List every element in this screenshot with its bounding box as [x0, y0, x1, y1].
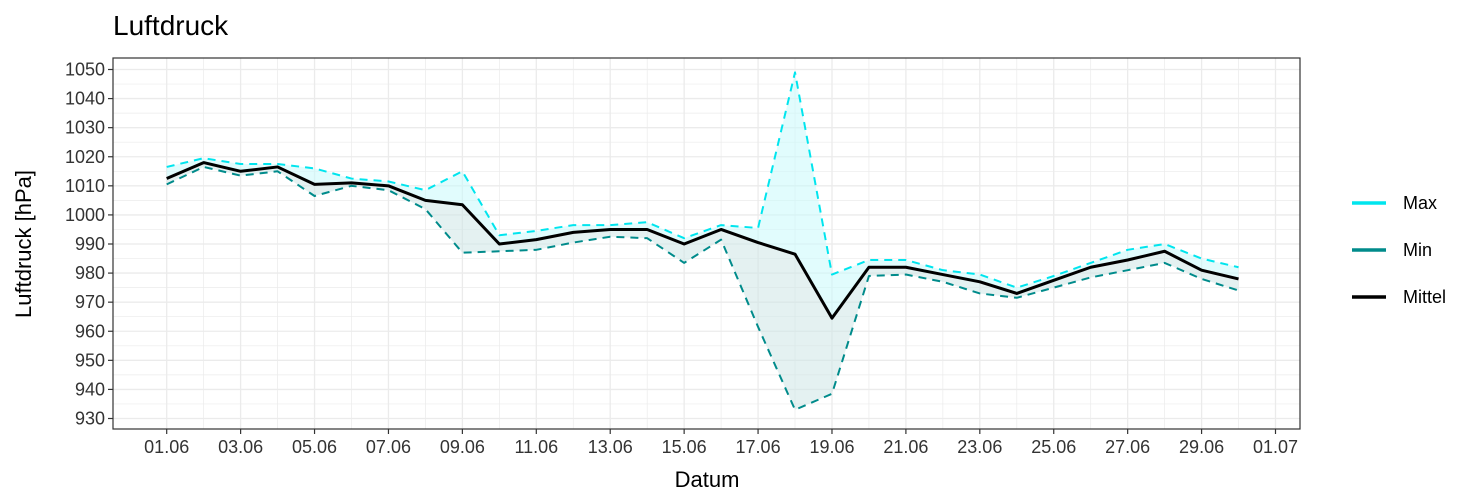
x-tick-label: 03.06 — [218, 437, 263, 457]
y-tick-label: 1010 — [65, 176, 105, 196]
chart-title: Luftdruck — [113, 10, 229, 41]
y-tick-label: 1020 — [65, 147, 105, 167]
y-axis: 930 940 950 960 970 980 990 1000 1010 1020 1030 104… — [65, 60, 113, 429]
x-axis-title: Datum — [675, 467, 740, 492]
series-lines — [166, 71, 1239, 411]
legend-label-max: Max — [1403, 193, 1437, 213]
y-axis-title: Luftdruck [hPa] — [11, 170, 36, 318]
range-band — [166, 72, 1239, 410]
x-tick-label: 13.06 — [588, 437, 633, 457]
x-tick-label: 17.06 — [736, 437, 781, 457]
y-tick-label: 970 — [75, 292, 105, 312]
x-tick-label: 27.06 — [1105, 437, 1150, 457]
legend: Max Min Mittel — [1352, 193, 1446, 307]
grid — [113, 58, 1300, 429]
y-tick-label: 960 — [75, 321, 105, 341]
x-tick-label: 19.06 — [809, 437, 854, 457]
y-tick-label: 1050 — [65, 60, 105, 80]
x-tick-label: 21.06 — [883, 437, 928, 457]
legend-label-mittel: Mittel — [1403, 287, 1446, 307]
x-tick-label: 09.06 — [440, 437, 485, 457]
x-tick-label: 05.06 — [292, 437, 337, 457]
y-tick-label: 940 — [75, 379, 105, 399]
x-tick-label: 25.06 — [1031, 437, 1076, 457]
x-tick-label: 07.06 — [366, 437, 411, 457]
y-tick-label: 1040 — [65, 89, 105, 109]
series-line-mittel — [166, 161, 1239, 320]
x-tick-label: 15.06 — [662, 437, 707, 457]
x-tick-label: 01.07 — [1253, 437, 1298, 457]
y-tick-label: 980 — [75, 263, 105, 283]
y-tick-label: 1000 — [65, 205, 105, 225]
legend-label-min: Min — [1403, 240, 1432, 260]
x-axis: 01.06 03.06 05.06 07.06 09.06 11.06 13.06 15.06… — [144, 429, 1298, 457]
x-tick-label: 29.06 — [1179, 437, 1224, 457]
y-tick-label: 930 — [75, 409, 105, 429]
y-tick-label: 1030 — [65, 118, 105, 138]
x-tick-label: 11.06 — [514, 437, 558, 457]
band-lower — [166, 162, 1239, 410]
band-upper — [166, 72, 1239, 319]
y-tick-label: 950 — [75, 350, 105, 370]
x-tick-label: 23.06 — [957, 437, 1002, 457]
y-tick-label: 990 — [75, 234, 105, 254]
series-line-min — [166, 165, 1239, 411]
x-tick-label: 01.06 — [144, 437, 189, 457]
